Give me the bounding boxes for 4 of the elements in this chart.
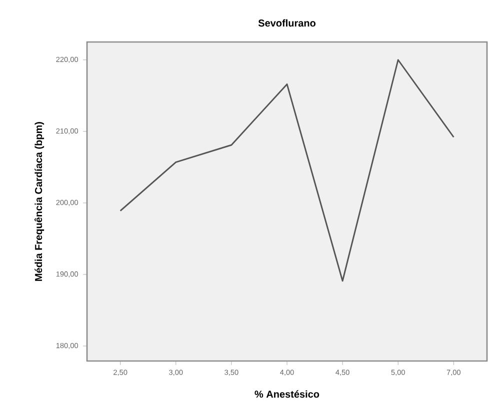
chart-title: Sevoflurano [258,19,316,27]
x-axis-title: % Anestésico [254,390,320,398]
y-axis-title: Média Frequência Cardíaca (bpm) [34,122,44,281]
line-series [120,59,454,282]
